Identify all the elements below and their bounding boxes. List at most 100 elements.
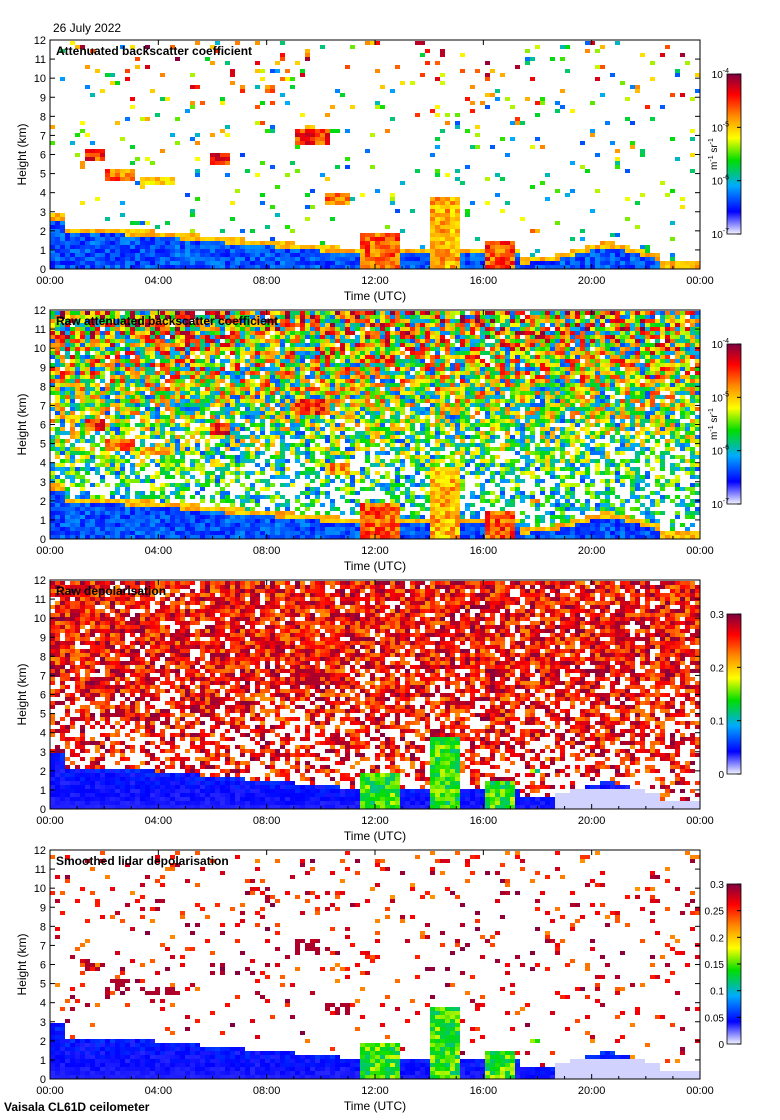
heatmap-cell	[615, 257, 620, 261]
heatmap-cell	[120, 395, 125, 399]
heatmap-cell	[155, 435, 160, 439]
heatmap-cell	[440, 209, 445, 213]
heatmap-cell	[55, 475, 60, 479]
heatmap-cell	[300, 351, 305, 355]
heatmap-cell	[280, 519, 285, 523]
heatmap-cell	[100, 395, 105, 399]
heatmap-cell	[325, 407, 330, 411]
heatmap-cell	[180, 323, 185, 327]
heatmap-cell	[355, 257, 360, 261]
heatmap-cell	[245, 443, 250, 447]
heatmap-cell	[310, 253, 315, 257]
heatmap-cell	[305, 523, 310, 527]
heatmap-cell	[105, 427, 110, 431]
heatmap-cell	[295, 375, 300, 379]
heatmap-cell	[280, 471, 285, 475]
heatmap-cell	[400, 411, 405, 415]
heatmap-cell	[325, 411, 330, 415]
heatmap-cell	[345, 197, 350, 201]
heatmap-cell	[275, 431, 280, 435]
heatmap-cell	[320, 173, 325, 177]
heatmap-cell	[80, 459, 85, 463]
heatmap-cell	[435, 137, 440, 141]
heatmap-cell	[395, 315, 400, 319]
heatmap-cell	[85, 237, 90, 241]
heatmap-cell	[125, 237, 130, 241]
heatmap-cell	[435, 237, 440, 241]
heatmap-cell	[455, 257, 460, 261]
heatmap-cell	[195, 343, 200, 347]
heatmap-cell	[465, 213, 470, 217]
heatmap-cell	[445, 237, 450, 241]
heatmap-cell	[455, 125, 460, 129]
heatmap-cell	[115, 447, 120, 451]
heatmap-cell	[310, 339, 315, 343]
heatmap-cell	[260, 487, 265, 491]
heatmap-cell	[305, 439, 310, 443]
heatmap-cell	[305, 257, 310, 261]
heatmap-cell	[620, 81, 625, 85]
heatmap-cell	[530, 265, 535, 269]
heatmap-cell	[285, 367, 290, 371]
heatmap-cell	[255, 245, 260, 249]
heatmap-cell	[160, 459, 165, 463]
heatmap-cell	[120, 339, 125, 343]
heatmap-cell	[365, 527, 370, 531]
heatmap-cell	[290, 483, 295, 487]
heatmap-cell	[50, 523, 55, 527]
heatmap-cell	[260, 419, 265, 423]
heatmap-cell	[340, 399, 345, 403]
heatmap-cell	[75, 471, 80, 475]
heatmap-cell	[485, 241, 490, 245]
heatmap-cell	[375, 423, 380, 427]
heatmap-cell	[340, 331, 345, 335]
heatmap-cell	[60, 515, 65, 519]
heatmap-cell	[370, 423, 375, 427]
heatmap-cell	[325, 257, 330, 261]
heatmap-cell	[75, 523, 80, 527]
heatmap-cell	[75, 237, 80, 241]
heatmap-cell	[95, 229, 100, 233]
heatmap-cell	[105, 511, 110, 515]
heatmap-cell	[55, 315, 60, 319]
heatmap-cell	[245, 371, 250, 375]
heatmap-cell	[330, 499, 335, 503]
heatmap-cell	[100, 265, 105, 269]
heatmap-cell	[55, 375, 60, 379]
heatmap-cell	[100, 371, 105, 375]
heatmap-cell	[100, 245, 105, 249]
heatmap-cell	[435, 241, 440, 245]
heatmap-cell	[375, 451, 380, 455]
heatmap-cell	[180, 499, 185, 503]
heatmap-cell	[125, 451, 130, 455]
heatmap-cell	[285, 503, 290, 507]
heatmap-cell	[90, 519, 95, 523]
heatmap-cell	[395, 327, 400, 331]
heatmap-cell	[485, 201, 490, 205]
heatmap-cell	[430, 213, 435, 217]
heatmap-cell	[160, 467, 165, 471]
heatmap-cell	[235, 455, 240, 459]
heatmap-cell	[370, 483, 375, 487]
heatmap-cell	[155, 395, 160, 399]
heatmap-cell	[400, 443, 405, 447]
heatmap-cell	[305, 391, 310, 395]
heatmap-cell	[75, 371, 80, 375]
heatmap-cell	[175, 351, 180, 355]
heatmap-cell	[295, 315, 300, 319]
heatmap-cell	[230, 331, 235, 335]
heatmap-cell	[495, 257, 500, 261]
heatmap-cell	[170, 241, 175, 245]
heatmap-cell	[280, 367, 285, 371]
heatmap-cell	[110, 351, 115, 355]
heatmap-cell	[75, 367, 80, 371]
heatmap-cell	[305, 487, 310, 491]
heatmap-cell	[150, 487, 155, 491]
heatmap-cell	[480, 253, 485, 257]
heatmap-cell	[455, 237, 460, 241]
heatmap-cell	[230, 419, 235, 423]
heatmap-cell	[250, 523, 255, 527]
heatmap-cell	[55, 331, 60, 335]
heatmap-cell	[300, 523, 305, 527]
heatmap-cell	[605, 249, 610, 253]
